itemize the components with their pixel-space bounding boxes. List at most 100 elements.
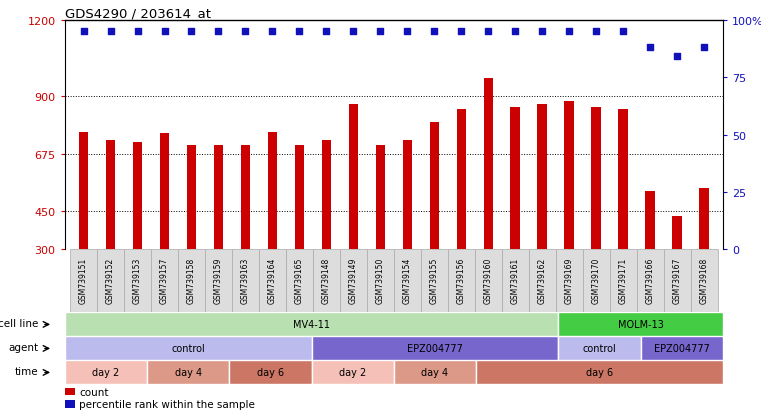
Text: GSM739153: GSM739153 [133, 257, 142, 304]
Bar [447, 250, 475, 312]
Text: day 6: day 6 [256, 368, 284, 377]
Text: day 4: day 4 [422, 368, 448, 377]
Text: agent: agent [8, 342, 39, 352]
Point [509, 29, 521, 36]
Text: GSM739149: GSM739149 [349, 257, 358, 304]
Point [266, 29, 279, 36]
Bar [699, 189, 708, 250]
Bar [160, 134, 169, 250]
Bar [147, 361, 229, 385]
Point [536, 29, 548, 36]
Text: GSM739156: GSM739156 [457, 257, 466, 304]
Text: GSM739148: GSM739148 [322, 257, 331, 304]
Point [428, 29, 441, 36]
Text: GSM739171: GSM739171 [619, 257, 628, 304]
Bar [124, 250, 151, 312]
Point [132, 29, 144, 36]
Bar [151, 250, 178, 312]
Text: GSM739152: GSM739152 [106, 257, 115, 304]
Bar [240, 145, 250, 250]
Bar [313, 250, 340, 312]
Bar [376, 145, 385, 250]
Bar [340, 250, 367, 312]
Text: percentile rank within the sample: percentile rank within the sample [79, 399, 255, 409]
Text: MV4-11: MV4-11 [293, 320, 330, 330]
Point [590, 29, 602, 36]
Bar [65, 388, 75, 395]
Bar [70, 250, 97, 312]
Point [186, 29, 198, 36]
Bar [229, 361, 311, 385]
Bar [186, 145, 196, 250]
Point [455, 29, 467, 36]
Bar [232, 250, 259, 312]
Point [374, 29, 387, 36]
Text: control: control [171, 344, 205, 354]
Bar [367, 250, 394, 312]
Bar [529, 250, 556, 312]
Bar [556, 250, 583, 312]
Text: day 2: day 2 [339, 368, 366, 377]
Point [698, 45, 710, 52]
Bar [205, 250, 232, 312]
Text: GSM739151: GSM739151 [79, 257, 88, 304]
Bar [178, 250, 205, 312]
Bar [65, 313, 559, 337]
Text: GSM739166: GSM739166 [645, 257, 654, 304]
Text: MOLM-13: MOLM-13 [618, 320, 664, 330]
Point [78, 29, 90, 36]
Bar [501, 250, 529, 312]
Bar [268, 133, 277, 250]
Bar [637, 250, 664, 312]
Bar [645, 191, 654, 250]
Text: time: time [15, 366, 39, 376]
Point [401, 29, 413, 36]
Text: GSM739155: GSM739155 [430, 257, 439, 304]
Text: GSM739167: GSM739167 [673, 257, 682, 304]
Point [482, 29, 495, 36]
Text: day 2: day 2 [92, 368, 119, 377]
Bar [65, 361, 147, 385]
Text: day 6: day 6 [586, 368, 613, 377]
Point [240, 29, 252, 36]
Bar [97, 250, 124, 312]
Bar [457, 110, 466, 250]
Bar [565, 102, 574, 250]
Point [320, 29, 333, 36]
Text: GSM739162: GSM739162 [538, 257, 546, 304]
Bar [394, 361, 476, 385]
Bar [79, 133, 88, 250]
Bar [559, 337, 641, 361]
Bar [583, 250, 610, 312]
Bar [476, 361, 723, 385]
Text: GSM739161: GSM739161 [511, 257, 520, 304]
Bar [664, 250, 690, 312]
Text: GSM739169: GSM739169 [565, 257, 574, 304]
Bar [610, 250, 637, 312]
Text: GSM739159: GSM739159 [214, 257, 223, 304]
Point [617, 29, 629, 36]
Bar [619, 110, 628, 250]
Bar [511, 107, 520, 250]
Text: GSM739170: GSM739170 [591, 257, 600, 304]
Bar [429, 123, 439, 250]
Text: control: control [583, 344, 616, 354]
Bar [286, 250, 313, 312]
Text: EPZ004777: EPZ004777 [654, 344, 710, 354]
Text: EPZ004777: EPZ004777 [407, 344, 463, 354]
Text: GSM739150: GSM739150 [376, 257, 385, 304]
Bar [559, 313, 723, 337]
Text: GSM739157: GSM739157 [160, 257, 169, 304]
Bar [295, 145, 304, 250]
Bar [403, 140, 412, 250]
Bar [106, 140, 115, 250]
Bar [673, 217, 682, 250]
Point [158, 29, 170, 36]
Bar [394, 250, 421, 312]
Bar [311, 337, 559, 361]
Bar [537, 105, 547, 250]
Bar [65, 337, 311, 361]
Bar [259, 250, 286, 312]
Point [671, 54, 683, 61]
Bar [641, 337, 723, 361]
